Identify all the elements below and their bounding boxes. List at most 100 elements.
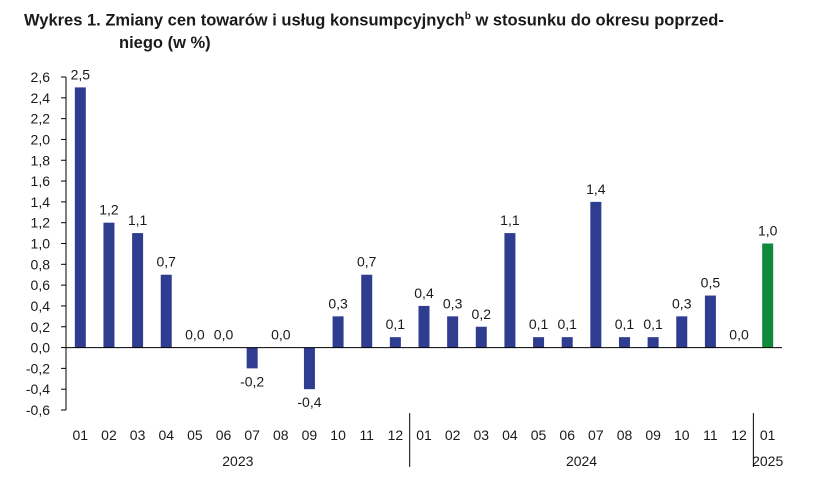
- x-tick-label: 09: [645, 427, 661, 443]
- x-tick-label: 06: [216, 427, 232, 443]
- data-label: 0,7: [357, 254, 377, 270]
- x-tick-label: 12: [388, 427, 404, 443]
- data-label: 0,1: [386, 316, 406, 332]
- data-label: 0,0: [214, 327, 234, 343]
- bar: [561, 337, 573, 348]
- x-tick-label: 06: [559, 427, 575, 443]
- x-tick-label: 04: [502, 427, 518, 443]
- y-tick-label: 0,2: [31, 319, 51, 335]
- x-tick-label: 01: [760, 427, 776, 443]
- y-tick-label: 0,8: [31, 256, 51, 272]
- bar: [533, 337, 545, 348]
- y-tick-label: 1,6: [31, 173, 51, 189]
- bar: [74, 87, 86, 348]
- bar: [618, 337, 630, 348]
- x-tick-label: 07: [244, 427, 260, 443]
- bar: [475, 326, 487, 348]
- x-tick-label: 01: [73, 427, 89, 443]
- data-label: 1,1: [500, 212, 520, 228]
- chart-title-line1-rest: w stosunku do okresu poprzed-: [470, 11, 724, 30]
- data-label: 0,5: [701, 275, 721, 291]
- bar: [590, 201, 602, 348]
- x-tick-label: 11: [359, 427, 374, 443]
- bar: [762, 243, 774, 348]
- data-label: 0,1: [557, 316, 577, 332]
- x-tick-label: 03: [130, 427, 146, 443]
- bar: [704, 295, 716, 348]
- data-label: 0,3: [328, 295, 348, 311]
- bar: [132, 233, 144, 348]
- chart-title-prefix: Wykres 1. Zmiany cen towarów i usług kon…: [24, 11, 465, 30]
- x-tick-label: 11: [703, 427, 718, 443]
- data-label: 1,1: [128, 212, 148, 228]
- y-tick-label: 1,2: [31, 215, 51, 231]
- x-tick-label: 04: [158, 427, 174, 443]
- y-axis: 2,6 2,4 2,2 2,0 1,8 1,6 1,4 1,2 1,0 0,8 0,6 0,4 0,2 0…: [26, 69, 67, 418]
- data-labels: 2,5 1,2 1,1 0,7 0,0 0,0 -0,2 0,0 -0,4 0,3 0,7 0,1 0,…: [71, 66, 778, 410]
- x-tick-label: 09: [302, 427, 318, 443]
- bar: [332, 316, 344, 348]
- data-label: 0,1: [529, 316, 549, 332]
- bar: [418, 305, 430, 348]
- x-tick-label: 08: [617, 427, 633, 443]
- x-axis: 01 02 03 04 05 06 07 08 09 10 11 12 01 02 03 04 05 06 07 08…: [66, 347, 783, 469]
- y-tick-label: 2,4: [31, 90, 51, 106]
- y-tick-label: -0,4: [26, 381, 50, 397]
- bar: [246, 347, 258, 369]
- y-tick-label: 1,4: [31, 194, 51, 210]
- bar: [504, 233, 516, 348]
- data-label: 0,7: [157, 254, 177, 270]
- y-tick-label: 2,2: [31, 111, 51, 127]
- x-tick-label: 02: [445, 427, 461, 443]
- x-tick-label: 07: [588, 427, 604, 443]
- x-tick-label: 05: [187, 427, 203, 443]
- bar: [389, 337, 401, 348]
- y-tick-label: -0,2: [26, 360, 50, 376]
- y-tick-label: 1,0: [31, 236, 51, 252]
- x-tick-label: 03: [473, 427, 489, 443]
- data-label: 0,4: [414, 285, 434, 301]
- x-tick-label: 02: [101, 427, 117, 443]
- data-label: 1,0: [758, 223, 778, 239]
- y-tick-label: 0,6: [31, 277, 51, 293]
- data-label: -0,4: [297, 394, 321, 410]
- chart-title: Wykres 1. Zmiany cen towarów i usług kon…: [24, 6, 814, 54]
- x-tick-label: 01: [416, 427, 432, 443]
- x-tick-label: 10: [330, 427, 346, 443]
- year-label: 2024: [566, 453, 597, 469]
- x-tick-label: 05: [531, 427, 547, 443]
- data-label: 0,1: [643, 316, 663, 332]
- y-tick-label: 1,8: [31, 152, 51, 168]
- y-tick-label: 2,0: [31, 131, 51, 147]
- chart-title-line2: niego (w %): [119, 33, 211, 52]
- y-tick-label: 2,6: [31, 69, 51, 85]
- bars: [74, 87, 774, 390]
- year-label: 2025: [752, 453, 783, 469]
- data-label: 0,3: [443, 295, 463, 311]
- bar: [647, 337, 659, 348]
- data-label: 0,0: [271, 327, 291, 343]
- data-label: -0,2: [240, 373, 264, 389]
- x-tick-label: 08: [273, 427, 289, 443]
- bar: [447, 316, 459, 348]
- bar: [303, 347, 315, 390]
- y-tick-label: -0,6: [26, 402, 50, 418]
- y-tick-label: 0,4: [31, 298, 51, 314]
- data-label: 0,2: [472, 306, 492, 322]
- data-label: 0,3: [672, 295, 692, 311]
- data-label: 1,4: [586, 181, 606, 197]
- bar: [103, 222, 115, 348]
- bar: [361, 274, 373, 348]
- data-label: 2,5: [71, 66, 91, 82]
- chart-title-superscript: b: [464, 11, 471, 22]
- bar: [676, 316, 688, 348]
- y-tick-label: 0,0: [31, 340, 51, 356]
- data-label: 0,0: [729, 327, 749, 343]
- data-label: 0,0: [185, 327, 205, 343]
- x-tick-label: 10: [674, 427, 690, 443]
- bar: [160, 274, 172, 348]
- x-tick-label: 12: [731, 427, 747, 443]
- data-label: 1,2: [99, 202, 119, 218]
- year-label: 2023: [222, 453, 253, 469]
